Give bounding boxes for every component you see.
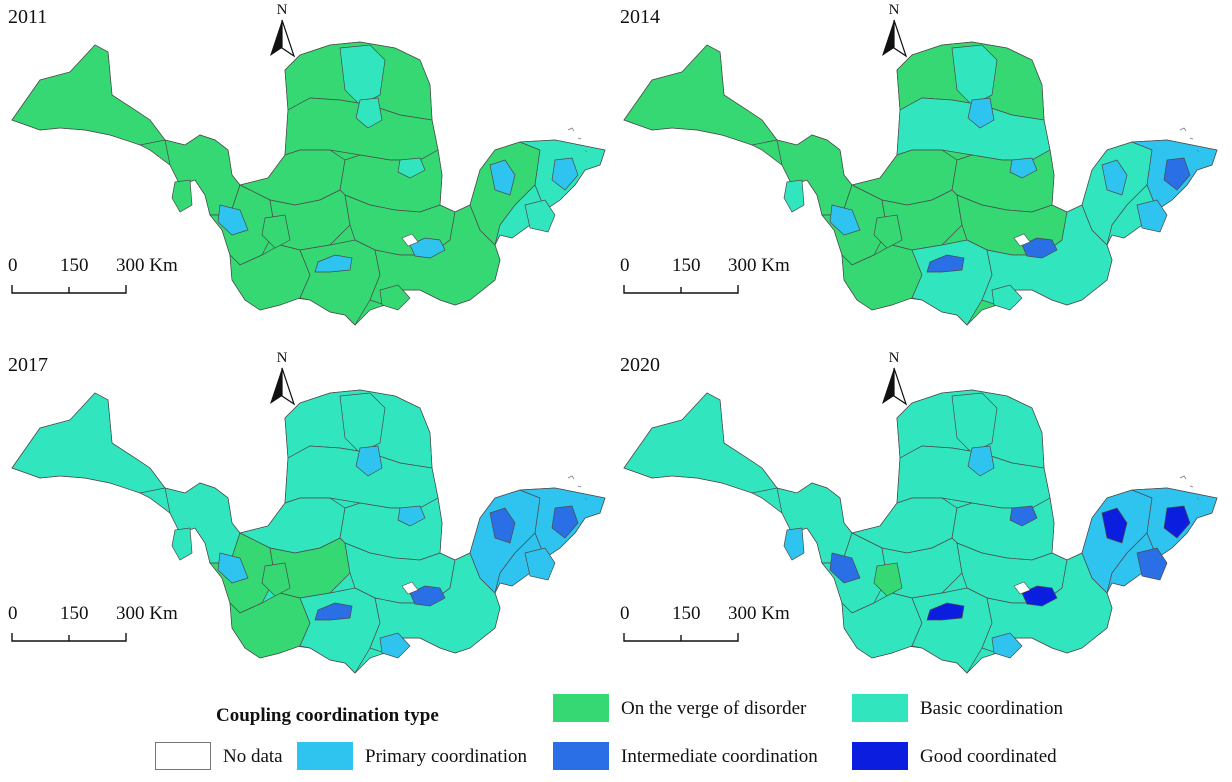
scale-label: 300 Km (728, 255, 790, 276)
region-21 (1009, 505, 1038, 527)
year-label: 2020 (620, 354, 660, 376)
region-16 (409, 585, 446, 607)
map-panel-2011: 2011 N 0 150 300 Km (0, 0, 612, 345)
region-24 (355, 445, 383, 477)
legend-swatch-verge (553, 694, 609, 722)
scale-label: 0 (8, 255, 18, 276)
map-panel-2017: 2017 N 0 150 300 Km (0, 348, 612, 693)
north-letter: N (276, 2, 288, 18)
region-0 (623, 392, 778, 494)
north-letter: N (276, 350, 288, 366)
north-letter: N (888, 350, 900, 366)
scale-bar: 0 150 300 Km (8, 255, 198, 300)
region-19 (1163, 157, 1191, 191)
region-19 (551, 157, 579, 191)
region-22 (217, 204, 249, 236)
region-3 (339, 392, 386, 454)
region-24 (967, 97, 995, 129)
region-17 (314, 602, 353, 621)
region-22 (217, 552, 249, 584)
legend-label-verge: On the verge of disorder (621, 698, 807, 719)
region-25 (991, 284, 1023, 311)
region-20 (1136, 547, 1168, 581)
scale-label: 0 (8, 603, 18, 624)
scale-label: 150 (60, 603, 89, 624)
choropleth-map (623, 389, 1218, 674)
choropleth-map (11, 389, 606, 674)
legend-swatch-intermediate (553, 742, 609, 770)
scale-label: 150 (672, 603, 701, 624)
region-16 (1021, 237, 1058, 259)
region-21 (1009, 157, 1038, 179)
region-0 (11, 44, 166, 146)
region-24 (967, 445, 995, 477)
north-arrow-icon: N (874, 2, 914, 62)
region-19 (551, 505, 579, 539)
scale-label: 0 (620, 603, 630, 624)
choropleth-map (623, 41, 1218, 326)
north-letter: N (888, 2, 900, 18)
region-18 (489, 159, 516, 196)
scale-label: 150 (672, 255, 701, 276)
region-25 (379, 284, 411, 311)
region-21 (397, 157, 426, 179)
scale-label: 0 (620, 255, 630, 276)
legend-label-nodata: No data (223, 746, 283, 767)
north-arrow-icon: N (262, 350, 302, 410)
legend-title: Coupling coordination type (216, 705, 439, 726)
region-0 (623, 44, 778, 146)
year-label: 2014 (620, 6, 660, 28)
map-panel-2020: 2020 N 0 150 300 Km (612, 348, 1224, 693)
scale-bar: 0 150 300 Km (620, 603, 810, 648)
scale-label: 300 Km (728, 603, 790, 624)
region-3 (951, 44, 998, 106)
region-24 (355, 97, 383, 129)
legend: Coupling coordination type On the verge … (0, 690, 1232, 782)
region-20 (524, 199, 556, 233)
region-21 (397, 505, 426, 527)
region-22 (829, 204, 861, 236)
region-20 (1136, 199, 1168, 233)
region-25 (991, 632, 1023, 659)
year-label: 2011 (8, 6, 48, 28)
north-arrow-icon: N (874, 350, 914, 410)
region-25 (379, 632, 411, 659)
scale-bar: 0 150 300 Km (8, 603, 198, 648)
region-17 (926, 602, 965, 621)
region-3 (951, 392, 998, 454)
region-22 (829, 552, 861, 584)
region-20 (524, 547, 556, 581)
region-3 (339, 44, 386, 106)
region-18 (1101, 507, 1128, 544)
region-18 (489, 507, 516, 544)
scale-bar: 0 150 300 Km (620, 255, 810, 300)
region-19 (1163, 505, 1191, 539)
region-23 (261, 214, 291, 249)
legend-swatch-good (852, 742, 908, 770)
north-arrow-icon: N (262, 2, 302, 62)
region-0 (11, 392, 166, 494)
region-23 (873, 562, 903, 597)
region-17 (314, 254, 353, 273)
year-label: 2017 (8, 354, 48, 376)
scale-label: 300 Km (116, 255, 178, 276)
legend-label-intermediate: Intermediate coordination (621, 746, 818, 767)
map-panel-2014: 2014 N 0 150 300 Km (612, 0, 1224, 345)
region-16 (409, 237, 446, 259)
legend-swatch-nodata (155, 742, 211, 770)
legend-label-good: Good coordinated (920, 746, 1057, 767)
legend-swatch-basic (852, 694, 908, 722)
region-18 (1101, 159, 1128, 196)
legend-swatch-primary (297, 742, 353, 770)
region-23 (261, 562, 291, 597)
legend-label-primary: Primary coordination (365, 746, 527, 767)
region-17 (926, 254, 965, 273)
region-16 (1021, 585, 1058, 607)
choropleth-map (11, 41, 606, 326)
region-23 (873, 214, 903, 249)
legend-label-basic: Basic coordination (920, 698, 1063, 719)
scale-label: 150 (60, 255, 89, 276)
scale-label: 300 Km (116, 603, 178, 624)
